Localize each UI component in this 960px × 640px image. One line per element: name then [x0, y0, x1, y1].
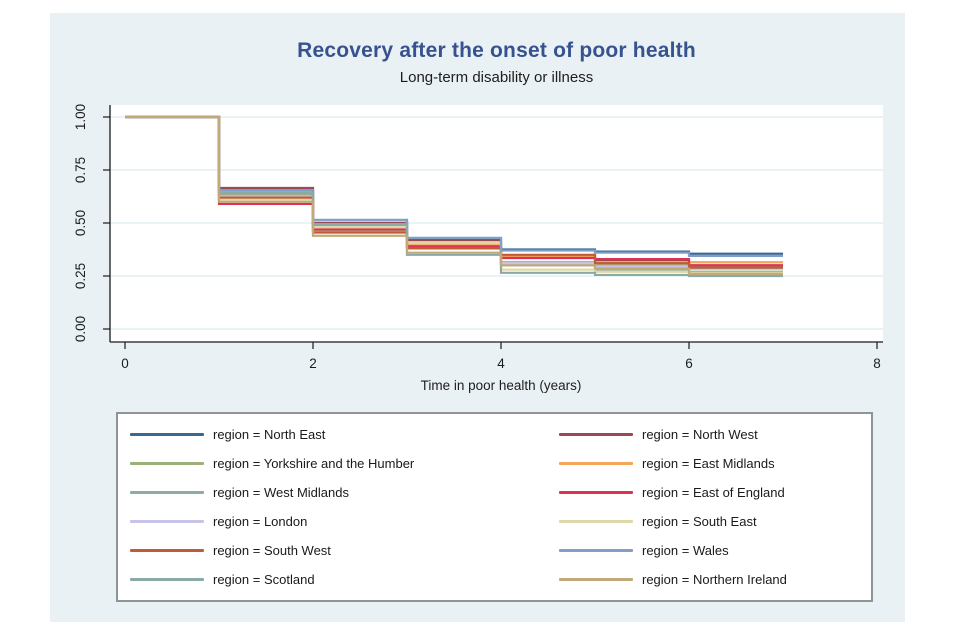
legend-line-swatch — [559, 433, 633, 436]
legend-item-scotland: region = Scotland — [130, 565, 559, 594]
legend-label: region = North West — [642, 427, 758, 442]
legend-line-swatch — [559, 549, 633, 552]
survival-curve-scotland — [125, 115, 783, 278]
legend-label: region = East of England — [642, 485, 785, 500]
legend-line-swatch — [559, 462, 633, 465]
legend-label: region = South East — [642, 514, 757, 529]
legend-item-wales: region = Wales — [559, 536, 871, 565]
stata-survival-graph: Recovery after the onset of poor health … — [50, 13, 905, 622]
legend-label: region = East Midlands — [642, 456, 775, 471]
y-tick-label: 0.25 — [73, 263, 88, 289]
x-tick-label: 4 — [497, 356, 505, 371]
legend-item-london: region = London — [130, 507, 559, 536]
legend-line-swatch — [130, 549, 204, 552]
legend-label: region = Wales — [642, 543, 729, 558]
legend-item-east-of-england: region = East of England — [559, 478, 871, 507]
legend-line-swatch — [559, 491, 633, 494]
x-tick-label: 0 — [121, 356, 129, 371]
survival-curve-wales — [125, 115, 783, 257]
legend-item-north-west: region = North West — [559, 420, 871, 449]
legend-item-east-midlands: region = East Midlands — [559, 449, 871, 478]
survival-plot: 0.00 0.25 0.50 0.75 1.00 0 2 4 6 8 Time in poor he… — [73, 104, 883, 393]
legend-label: region = North East — [213, 427, 326, 442]
legend-label: region = Scotland — [213, 572, 315, 587]
x-axis-title: Time in poor health (years) — [421, 378, 582, 393]
survival-curve-south-west — [125, 115, 783, 269]
legend-label: region = West Midlands — [213, 485, 349, 500]
legend-box: region = North East region = North West re… — [116, 412, 873, 602]
legend-line-swatch — [130, 491, 204, 494]
survival-curve-northern-ireland — [125, 115, 783, 275]
legend-item-south-west: region = South West — [130, 536, 559, 565]
legend-item-west-midlands: region = West Midlands — [130, 478, 559, 507]
x-tick-label: 6 — [685, 356, 693, 371]
legend-line-swatch — [130, 462, 204, 465]
legend-label: region = Yorkshire and the Humber — [213, 456, 415, 471]
legend-line-swatch — [559, 520, 633, 523]
legend-line-swatch — [130, 578, 204, 581]
chart-subtitle: Long-term disability or illness — [399, 69, 594, 86]
y-tick-label: 0.75 — [73, 157, 88, 183]
x-tick-label: 2 — [309, 356, 317, 371]
y-tick-label: 1.00 — [73, 104, 88, 130]
chart-title: Recovery after the onset of poor health — [297, 39, 696, 62]
legend-label: region = London — [213, 514, 308, 529]
survival-curve-south-east — [125, 115, 783, 274]
legend-item-south-east: region = South East — [559, 507, 871, 536]
survival-curve-east-of-england — [125, 115, 783, 267]
legend-item-yorkshire-and-the-humber: region = Yorkshire and the Humber — [130, 449, 559, 478]
legend-item-northern-ireland: region = Northern Ireland — [559, 565, 871, 594]
legend-label: region = South West — [213, 543, 331, 558]
legend-label: region = Northern Ireland — [642, 572, 787, 587]
legend-line-swatch — [559, 578, 633, 581]
legend-item-north-east: region = North East — [130, 420, 559, 449]
x-tick-label: 8 — [873, 356, 881, 371]
legend-line-swatch — [130, 433, 204, 436]
y-tick-label: 0.50 — [73, 210, 88, 236]
legend-line-swatch — [130, 520, 204, 523]
y-tick-label: 0.00 — [73, 316, 88, 342]
